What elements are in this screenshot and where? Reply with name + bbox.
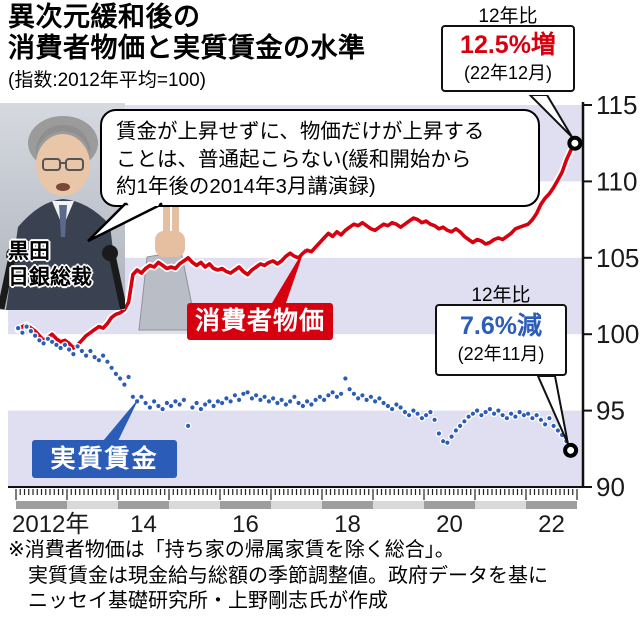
- wage-callout: 7.6%減 (22年11月): [435, 304, 567, 376]
- x-tick-label: 2012年: [12, 511, 89, 535]
- year-stripe-bar: [16, 501, 577, 509]
- x-tick-label: 14: [130, 511, 157, 535]
- quote-line2: ことは、普通起こらない(緩和開始から: [116, 147, 472, 171]
- endpoint-markers: [563, 135, 583, 458]
- photo-caption-title: 日銀総裁: [8, 266, 92, 289]
- cpi-label-pointer: [272, 248, 305, 303]
- photo-caption: 黒田 日銀総裁: [8, 239, 92, 291]
- x-axis-labels: 2012年 14 16 18 20 22: [12, 511, 565, 535]
- footnote-line3: ニッセイ基礎研究所・上野剛志氏が作成: [28, 590, 388, 612]
- cpi-change-value: 12.5%増: [460, 31, 556, 59]
- y-tick-label: 100: [596, 319, 639, 349]
- quote-line3: 約1年後の2014年3月講演録): [116, 175, 376, 198]
- footnote-line1: ※消費者物価は「持ち家の帰属家賃を除く総合」。: [8, 539, 455, 561]
- y-tick-label: 90: [596, 472, 625, 502]
- wage-change-date: (22年11月): [457, 344, 545, 364]
- quote-line1: 賃金が上昇せずに、物価だけが上昇する: [116, 120, 485, 143]
- kuroda-quote-bubble: 賃金が上昇せずに、物価だけが上昇する ことは、普通起こらない(緩和開始から 約1…: [100, 109, 540, 207]
- wage-end-marker: [563, 442, 579, 458]
- wage-change-value: 7.6%減: [460, 312, 542, 340]
- cpi-callout: 12.5%増 (22年12月): [441, 25, 575, 92]
- y-tick-label: 105: [596, 243, 639, 273]
- cpi-callout-heading: 12年比: [478, 6, 538, 27]
- title-line2: 消費者物価と実質賃金の水準: [8, 33, 366, 63]
- cpi-line: [14, 139, 579, 352]
- y-tick-label: 110: [596, 166, 637, 196]
- x-tick-label: 18: [334, 511, 361, 535]
- x-tick-label: 20: [436, 511, 463, 535]
- cpi-end-marker: [567, 135, 583, 151]
- index-note: (指数:2012年平均=100): [8, 70, 206, 91]
- wage-callout-heading: 12年比: [471, 285, 531, 306]
- x-tick-label: 22: [538, 511, 565, 535]
- cpi-series-label: 消費者物価: [187, 303, 333, 340]
- wage-label-pointer: [103, 398, 139, 441]
- page-title: 異次元緩和後の 消費者物価と実質賃金の水準: [8, 2, 366, 64]
- axes: 115 110 105 100 95 90: [8, 95, 639, 502]
- y-tick-label: 115: [596, 95, 637, 120]
- y-tick-label: 95: [596, 396, 625, 426]
- footnote-line2: 実質賃金は現金給与総額の季節調整値。政府データを基に: [28, 564, 548, 587]
- photo-caption-name: 黒田: [8, 240, 50, 263]
- x-tick-label: 16: [232, 511, 259, 535]
- cpi-callout-pointer: [528, 95, 573, 138]
- cpi-change-date: (22年12月): [463, 63, 553, 83]
- bubble-tail: [87, 201, 163, 243]
- wage-dotted-line: [14, 323, 574, 454]
- wage-series-label: 実質賃金: [32, 440, 177, 478]
- wage-callout-pointer: [536, 375, 569, 445]
- title-line1: 異次元緩和後の: [8, 2, 201, 32]
- footnote: ※消費者物価は「持ち家の帰属家賃を除く総合」。 実質賃金は現金給与総額の季節調整…: [8, 538, 548, 615]
